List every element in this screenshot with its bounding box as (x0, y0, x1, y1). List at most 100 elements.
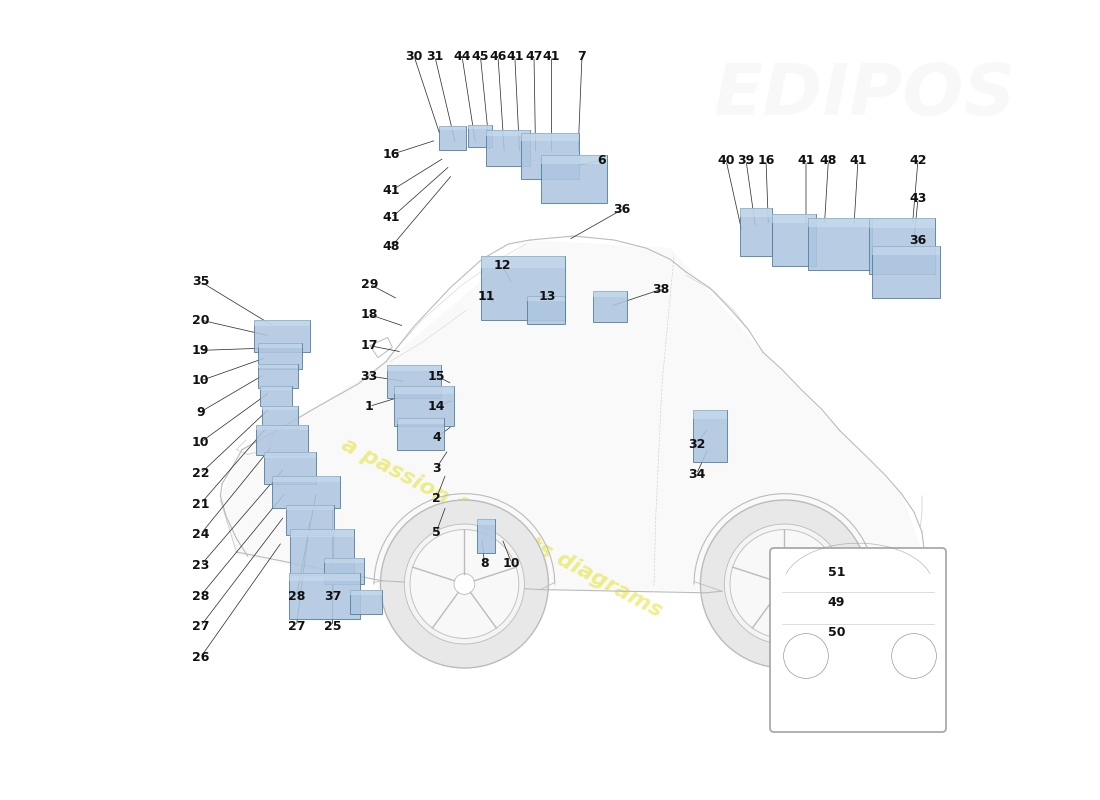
FancyBboxPatch shape (469, 125, 493, 129)
FancyBboxPatch shape (324, 558, 364, 584)
Text: 5: 5 (432, 526, 441, 538)
Text: 24: 24 (191, 528, 209, 541)
FancyBboxPatch shape (739, 208, 771, 217)
Text: 8: 8 (480, 557, 488, 570)
FancyBboxPatch shape (286, 505, 334, 535)
Text: 39: 39 (737, 154, 755, 166)
Text: 47: 47 (526, 50, 542, 62)
FancyBboxPatch shape (397, 418, 443, 424)
Text: a passion for parts diagrams: a passion for parts diagrams (338, 434, 666, 622)
FancyBboxPatch shape (289, 573, 360, 581)
Text: 10: 10 (503, 557, 520, 570)
Text: 16: 16 (383, 148, 400, 161)
FancyBboxPatch shape (258, 342, 303, 369)
Text: 42: 42 (910, 154, 926, 166)
Text: 17: 17 (361, 339, 378, 352)
Text: 31: 31 (426, 50, 443, 62)
Text: 35: 35 (191, 275, 209, 288)
Text: 48: 48 (383, 240, 400, 253)
FancyBboxPatch shape (254, 320, 310, 352)
FancyBboxPatch shape (810, 675, 898, 696)
FancyBboxPatch shape (286, 505, 334, 510)
FancyBboxPatch shape (350, 590, 382, 614)
FancyBboxPatch shape (593, 291, 627, 297)
Text: 1: 1 (365, 400, 374, 413)
Text: 44: 44 (453, 50, 471, 62)
FancyBboxPatch shape (541, 155, 607, 164)
FancyBboxPatch shape (254, 320, 310, 326)
FancyBboxPatch shape (264, 452, 316, 458)
Text: EDIPOS: EDIPOS (713, 62, 1015, 130)
Text: 19: 19 (191, 344, 209, 357)
FancyBboxPatch shape (830, 604, 902, 618)
Circle shape (730, 530, 839, 638)
Text: 9: 9 (196, 406, 205, 418)
Text: 26: 26 (191, 651, 209, 664)
FancyBboxPatch shape (395, 386, 454, 394)
FancyBboxPatch shape (272, 476, 340, 482)
Text: 2: 2 (432, 492, 441, 505)
Text: 25: 25 (323, 620, 341, 633)
Circle shape (454, 574, 475, 594)
Circle shape (405, 524, 525, 644)
Text: 33: 33 (361, 370, 377, 382)
FancyBboxPatch shape (772, 214, 816, 266)
Text: 18: 18 (361, 308, 378, 321)
Text: 16: 16 (757, 154, 774, 166)
Text: 28: 28 (288, 590, 305, 602)
Text: 37: 37 (323, 590, 341, 602)
Text: 36: 36 (614, 203, 630, 216)
Text: 13: 13 (539, 290, 557, 302)
FancyBboxPatch shape (527, 296, 565, 325)
FancyBboxPatch shape (256, 425, 308, 430)
FancyBboxPatch shape (869, 218, 935, 274)
Text: 41: 41 (798, 154, 815, 166)
FancyBboxPatch shape (807, 218, 871, 227)
FancyBboxPatch shape (324, 558, 364, 563)
FancyBboxPatch shape (521, 133, 579, 179)
Text: 34: 34 (688, 468, 705, 481)
Polygon shape (220, 240, 922, 591)
Text: 51: 51 (827, 566, 845, 579)
Text: 4: 4 (432, 431, 441, 444)
FancyBboxPatch shape (477, 519, 495, 553)
Text: 41: 41 (383, 184, 400, 197)
FancyBboxPatch shape (593, 291, 627, 322)
FancyBboxPatch shape (521, 133, 579, 141)
Circle shape (381, 500, 549, 668)
Text: 46: 46 (490, 50, 507, 62)
FancyBboxPatch shape (256, 425, 308, 455)
FancyBboxPatch shape (290, 529, 354, 575)
Text: 32: 32 (688, 438, 705, 450)
Text: 23: 23 (191, 559, 209, 572)
Text: 20: 20 (191, 314, 209, 326)
FancyBboxPatch shape (485, 130, 529, 137)
FancyBboxPatch shape (807, 218, 871, 270)
Text: 28: 28 (191, 590, 209, 602)
FancyBboxPatch shape (272, 476, 340, 508)
FancyBboxPatch shape (397, 418, 443, 450)
Text: 21: 21 (191, 498, 209, 510)
FancyBboxPatch shape (527, 297, 565, 302)
FancyBboxPatch shape (541, 155, 607, 203)
FancyBboxPatch shape (469, 125, 493, 147)
Text: 27: 27 (191, 620, 209, 633)
Text: 48: 48 (820, 154, 837, 166)
FancyBboxPatch shape (872, 246, 940, 298)
FancyBboxPatch shape (289, 573, 360, 619)
Text: 30: 30 (405, 50, 422, 62)
Text: 49: 49 (827, 596, 845, 609)
Text: 38: 38 (652, 283, 669, 296)
FancyBboxPatch shape (739, 208, 771, 256)
Text: 50: 50 (827, 626, 845, 638)
Text: 10: 10 (191, 374, 209, 387)
Text: 41: 41 (543, 50, 560, 62)
FancyBboxPatch shape (477, 519, 495, 526)
Text: 7: 7 (578, 50, 586, 62)
Text: 41: 41 (506, 50, 524, 62)
FancyBboxPatch shape (290, 529, 354, 537)
Circle shape (774, 574, 795, 594)
FancyBboxPatch shape (387, 365, 441, 398)
FancyBboxPatch shape (258, 364, 298, 368)
Text: 29: 29 (361, 278, 378, 290)
